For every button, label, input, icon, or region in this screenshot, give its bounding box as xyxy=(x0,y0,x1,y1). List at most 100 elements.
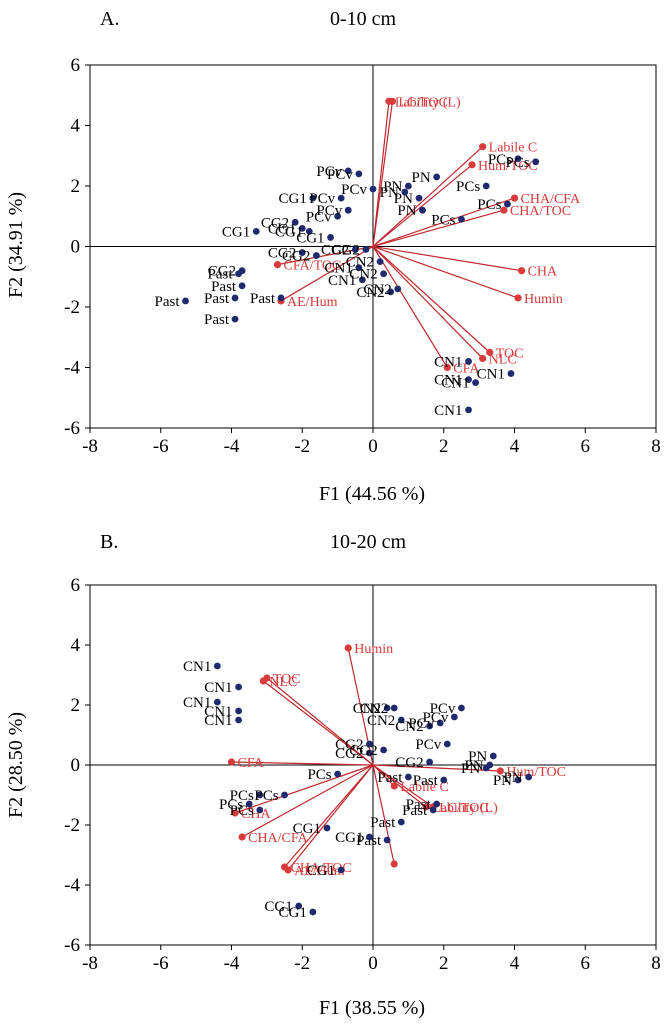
observation-point-pcv xyxy=(436,719,444,727)
observation-point-cg2 xyxy=(380,746,388,754)
loading-vector-cha xyxy=(372,245,522,272)
loading-vector-ae-hum xyxy=(287,764,374,871)
observation-point-cg1 xyxy=(298,224,306,232)
chart-title: 0-10 cm xyxy=(330,8,397,30)
x-tick-label: 0 xyxy=(368,436,378,457)
variable-label: CFA xyxy=(238,756,265,771)
observation-point-cg1 xyxy=(295,902,303,910)
observation-label: Past xyxy=(204,312,230,328)
x-tick-label: -2 xyxy=(294,436,310,457)
observation-label: CG2 xyxy=(335,746,363,762)
observation-point-cg2 xyxy=(298,249,306,256)
observation-point-cg2 xyxy=(362,246,370,253)
loading-vector-lc-toc xyxy=(372,764,434,808)
observation-label: CN1 xyxy=(204,680,232,696)
observation-label: CN2 xyxy=(363,282,391,298)
variable-label: NLC xyxy=(269,675,297,690)
observation-point-pn xyxy=(433,173,441,181)
observation-label: CG1 xyxy=(275,224,303,240)
observation-point-past xyxy=(429,806,437,814)
observation-point-cn1 xyxy=(355,264,363,272)
observation-label: PCv xyxy=(423,710,449,726)
observation-point-cg1 xyxy=(366,833,373,841)
observation-point-pcv xyxy=(458,704,465,712)
observation-point-past xyxy=(440,776,448,784)
observation-point-past xyxy=(238,282,246,290)
observation-label: PCs xyxy=(219,797,243,813)
observation-point-cn2 xyxy=(394,285,402,293)
observation-point-cg2 xyxy=(366,740,373,748)
y-axis-label: F2 (28.50 %) xyxy=(5,712,27,818)
observation-label: CN1 xyxy=(477,367,505,383)
observation-point-pcv xyxy=(443,740,451,748)
observation-label: PN xyxy=(383,179,402,195)
observation-label: CG1 xyxy=(268,221,296,237)
observation-label: Past xyxy=(402,803,428,819)
observation-point-cg1 xyxy=(327,234,334,241)
loading-vector-hum-toc xyxy=(372,164,473,247)
observation-label: PCv xyxy=(430,701,456,717)
variable-label: CHA/CFA xyxy=(521,192,582,207)
observation-label: CG1 xyxy=(279,905,307,921)
observation-label: CG1 xyxy=(222,224,250,240)
observation-label: Past xyxy=(370,815,396,831)
observation-point-past xyxy=(397,818,405,826)
y-tick-label: 4 xyxy=(71,635,81,656)
observation-label: CN2 xyxy=(360,701,388,717)
variable-label: NLC xyxy=(489,352,517,367)
variable-point-ae-hum xyxy=(284,866,292,874)
x-tick-label: -2 xyxy=(294,953,310,974)
observation-point-past xyxy=(404,773,412,781)
observation-label: PCv xyxy=(306,209,332,225)
observation-point-cn2 xyxy=(376,258,384,266)
observation-label: PCv xyxy=(309,191,335,207)
observation-point-cn1 xyxy=(465,376,472,383)
x-tick-label: -6 xyxy=(153,953,169,974)
x-tick-label: -4 xyxy=(224,953,240,974)
observation-label: PCv xyxy=(316,203,342,219)
variable-label: Labile C xyxy=(400,780,449,795)
observation-point-cn2 xyxy=(390,704,398,712)
observation-label: CN2 xyxy=(346,255,374,271)
x-tick-label: -6 xyxy=(153,436,169,457)
observation-label: PN xyxy=(468,749,487,765)
x-tick-label: -8 xyxy=(82,436,98,457)
observation-label: Past xyxy=(413,773,439,789)
variable-point-cha-cfa xyxy=(238,833,246,841)
y-tick-label: 0 xyxy=(71,237,81,258)
observation-point-pcs xyxy=(514,155,522,163)
observation-label: CN1 xyxy=(183,695,211,711)
x-tick-label: -8 xyxy=(82,953,98,974)
variable-label: AE/Hum xyxy=(287,295,338,310)
loading-vector-humin xyxy=(372,245,519,299)
x-axis-label: F1 (38.55 %) xyxy=(319,997,425,1019)
observation-point-cg2 xyxy=(238,267,246,275)
observation-label: PCs xyxy=(307,767,331,783)
x-tick-label: 8 xyxy=(651,436,661,457)
y-tick-label: -6 xyxy=(64,935,80,956)
observation-label: CG1 xyxy=(307,863,335,879)
x-tick-label: 8 xyxy=(651,953,661,974)
variable-point-cfa xyxy=(227,758,236,766)
observation-point-cn2 xyxy=(380,270,388,278)
observation-label: CG2 xyxy=(268,246,296,262)
observation-point-cn1 xyxy=(507,370,515,377)
y-tick-label: 4 xyxy=(71,116,81,137)
observation-label: PCs xyxy=(477,197,501,213)
observation-point-cn1 xyxy=(465,406,472,414)
observation-point-pcs xyxy=(458,215,465,223)
observation-label: PCv xyxy=(415,737,441,753)
observation-point-pcv xyxy=(450,713,458,721)
observation-point-pcs xyxy=(334,770,342,778)
observation-label: CN1 xyxy=(325,261,353,277)
variable-label: Lability (L) xyxy=(432,801,498,816)
observation-label: PN xyxy=(411,170,430,186)
observation-label: PCv xyxy=(327,167,353,183)
observation-point-cn2 xyxy=(426,722,433,730)
variable-label: TOC xyxy=(496,346,524,361)
variable-point-humin xyxy=(514,294,522,302)
x-tick-label: 4 xyxy=(510,953,520,974)
loading-vector-toc xyxy=(372,246,491,353)
